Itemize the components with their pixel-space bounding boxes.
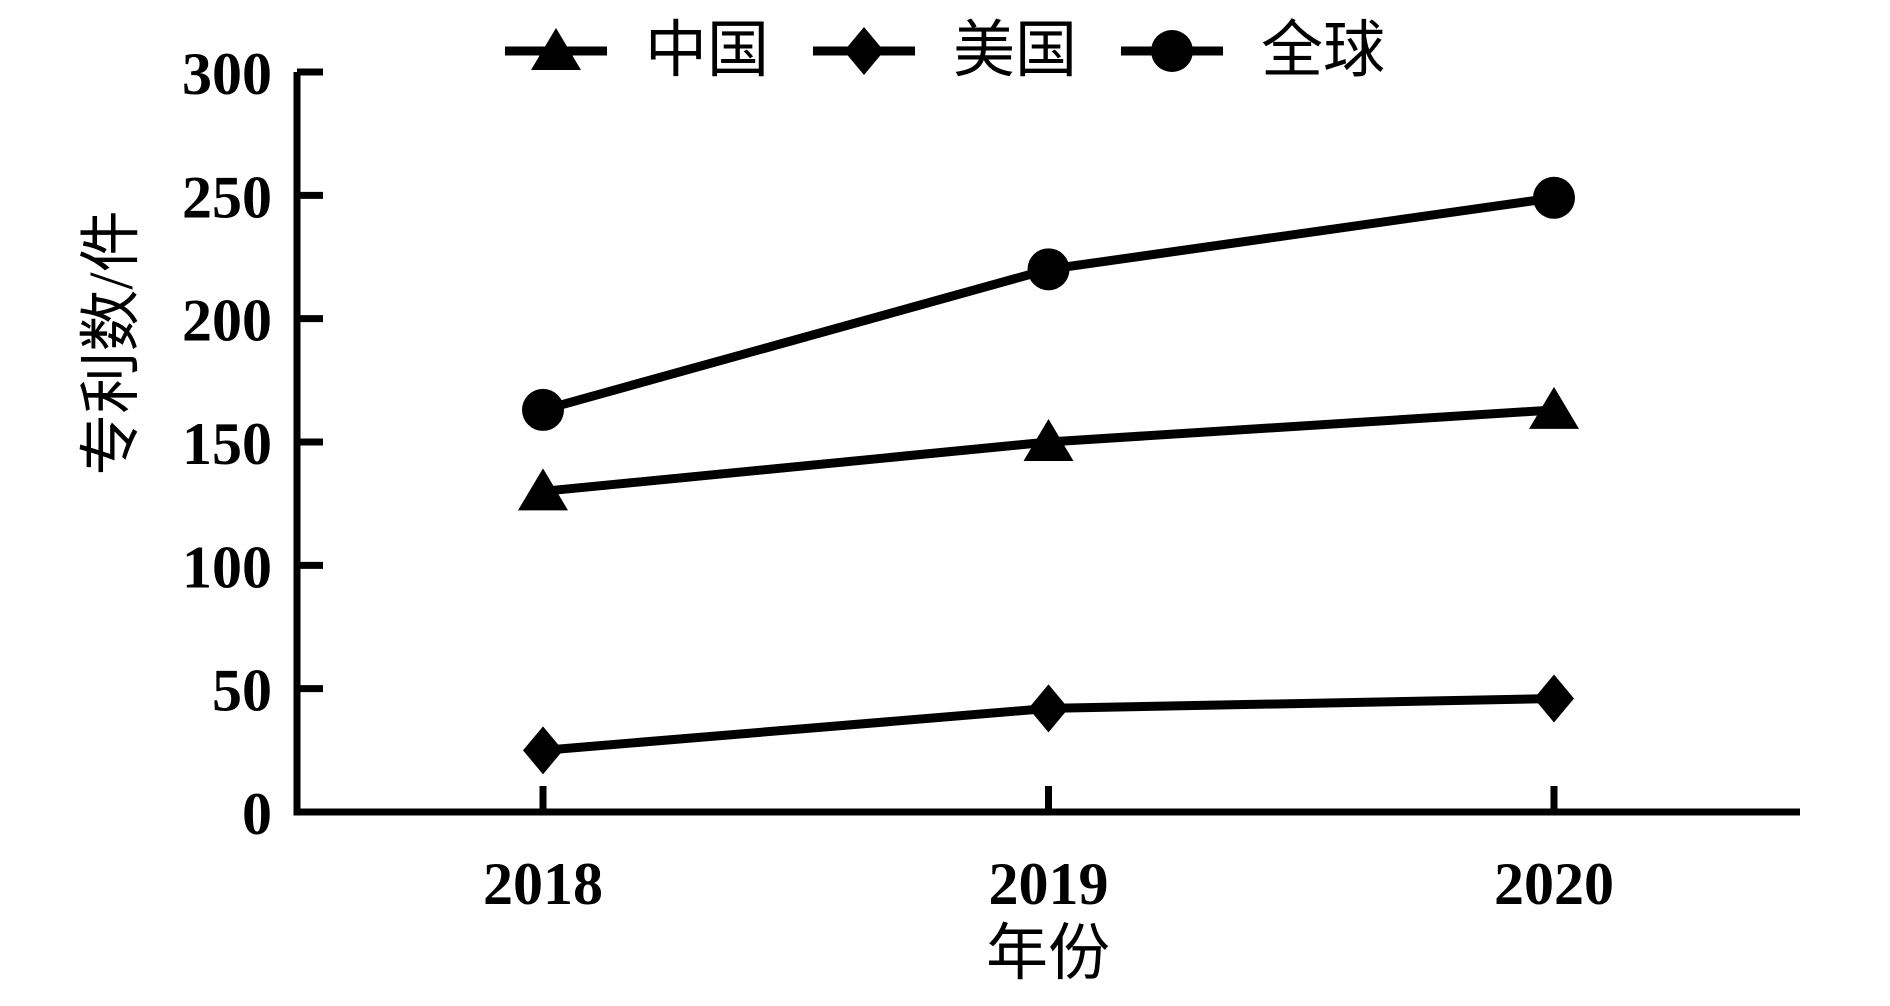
x-axis-title: 年份 <box>985 920 1110 988</box>
y-tick-label: 200 <box>182 288 272 354</box>
x-tick-label: 2018 <box>483 851 603 917</box>
y-tick-label: 50 <box>212 658 272 724</box>
circle-data-marker <box>522 388 564 431</box>
diamond-data-marker <box>523 726 563 775</box>
series-line-2 <box>541 193 1555 415</box>
y-tick-label: 250 <box>182 164 272 230</box>
y-axis-title: 专利数/件 <box>78 210 146 476</box>
y-tick-label: 0 <box>242 781 272 847</box>
y-tick-label: 150 <box>182 411 272 477</box>
triangle-data-marker <box>1023 419 1074 461</box>
y-tick-label: 100 <box>182 534 272 600</box>
diamond-data-marker <box>1028 684 1069 733</box>
circle-data-marker <box>1533 176 1575 219</box>
diamond-data-marker <box>1534 674 1574 723</box>
triangle-data-marker <box>518 468 568 511</box>
x-tick-label: 2019 <box>989 851 1109 917</box>
triangle-data-marker <box>1529 386 1579 429</box>
x-tick-label: 2020 <box>1494 851 1614 917</box>
circle-data-marker <box>1027 248 1070 291</box>
y-tick-label: 300 <box>182 41 272 107</box>
